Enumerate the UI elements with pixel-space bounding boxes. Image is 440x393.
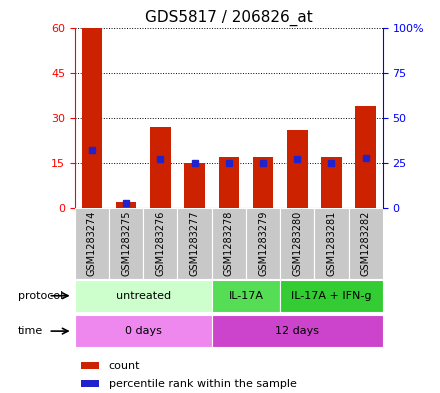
Bar: [177, 208, 212, 279]
Text: GSM1283282: GSM1283282: [361, 211, 370, 276]
Bar: [321, 157, 342, 208]
Bar: [184, 163, 205, 208]
Text: GSM1283281: GSM1283281: [326, 211, 337, 276]
Bar: [143, 208, 177, 279]
Text: 12 days: 12 days: [275, 326, 319, 336]
Text: GSM1283280: GSM1283280: [292, 211, 302, 276]
Text: GSM1283278: GSM1283278: [224, 211, 234, 276]
Bar: [75, 280, 212, 312]
Bar: [212, 280, 280, 312]
Text: GSM1283275: GSM1283275: [121, 211, 131, 276]
Bar: [314, 208, 348, 279]
Bar: [82, 28, 102, 208]
Bar: [280, 208, 314, 279]
Bar: [150, 127, 171, 208]
Bar: [253, 157, 273, 208]
Text: untreated: untreated: [116, 291, 171, 301]
Text: GSM1283277: GSM1283277: [190, 211, 200, 276]
Text: percentile rank within the sample: percentile rank within the sample: [109, 378, 297, 389]
Text: GSM1283276: GSM1283276: [155, 211, 165, 276]
Text: 0 days: 0 days: [125, 326, 161, 336]
Text: GSM1283279: GSM1283279: [258, 211, 268, 276]
Bar: [75, 315, 212, 347]
Bar: [109, 208, 143, 279]
Bar: [356, 106, 376, 208]
Bar: [348, 208, 383, 279]
Title: GDS5817 / 206826_at: GDS5817 / 206826_at: [145, 10, 313, 26]
Bar: [81, 362, 99, 369]
Bar: [287, 130, 308, 208]
Text: time: time: [18, 326, 43, 336]
Bar: [75, 208, 109, 279]
Bar: [219, 157, 239, 208]
Text: IL-17A + IFN-g: IL-17A + IFN-g: [291, 291, 372, 301]
Bar: [81, 380, 99, 387]
Text: IL-17A: IL-17A: [228, 291, 264, 301]
Text: GSM1283274: GSM1283274: [87, 211, 97, 276]
Bar: [212, 315, 383, 347]
Text: count: count: [109, 361, 140, 371]
Text: protocol: protocol: [18, 291, 63, 301]
Bar: [280, 280, 383, 312]
Bar: [116, 202, 136, 208]
Bar: [246, 208, 280, 279]
Bar: [212, 208, 246, 279]
